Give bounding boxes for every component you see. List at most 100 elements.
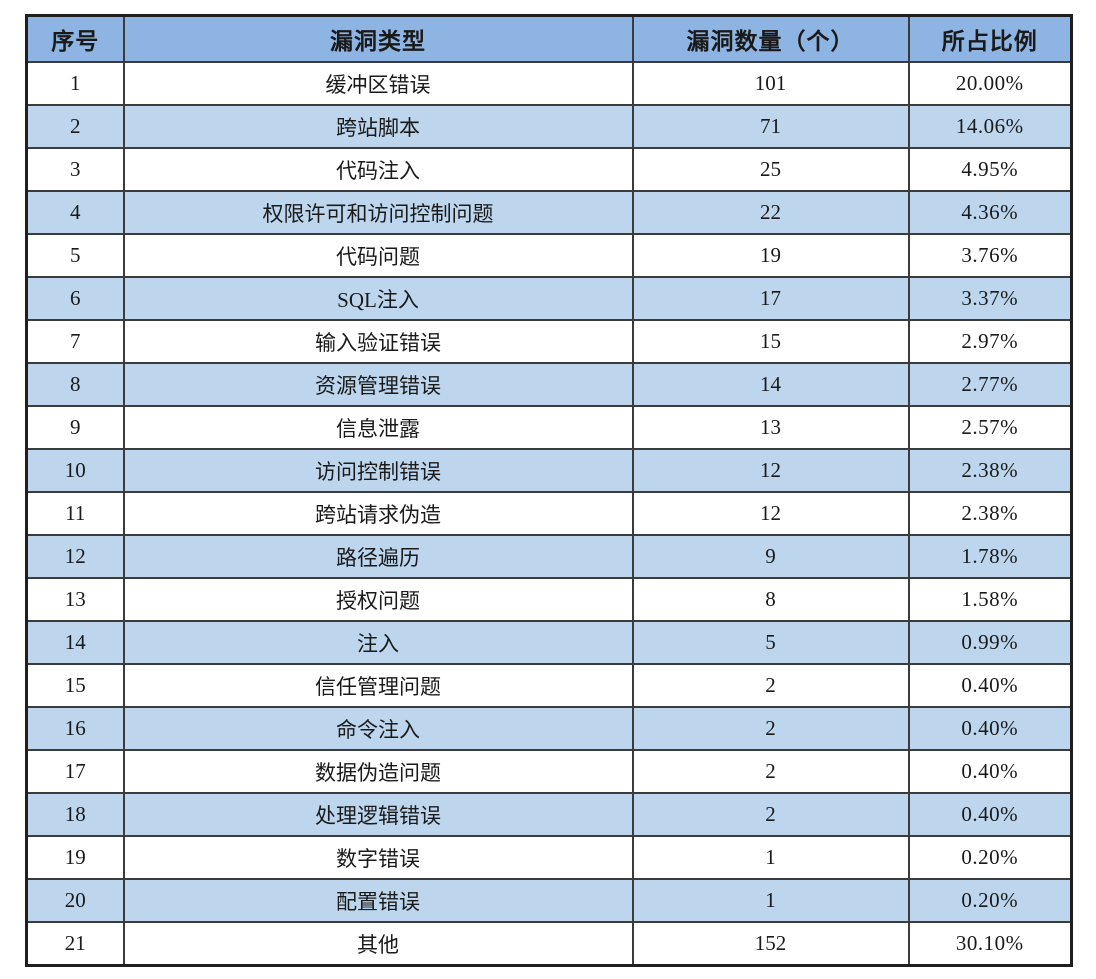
- cell-type: 跨站脚本: [122, 104, 634, 149]
- cell-count: 8: [631, 577, 910, 622]
- cell-percent: 2.97%: [907, 319, 1073, 364]
- column-header-percent: 所占比例: [907, 14, 1073, 63]
- cell-count: 19: [631, 233, 910, 278]
- cell-index: 8: [25, 362, 125, 407]
- cell-index: 17: [25, 749, 125, 794]
- cell-index: 18: [25, 792, 125, 837]
- cell-percent: 14.06%: [907, 104, 1073, 149]
- cell-count: 2: [631, 663, 910, 708]
- cell-count: 22: [631, 190, 910, 235]
- cell-percent: 4.36%: [907, 190, 1073, 235]
- cell-count: 13: [631, 405, 910, 450]
- cell-percent: 1.78%: [907, 534, 1073, 579]
- cell-type: 缓冲区错误: [122, 61, 634, 106]
- cell-index: 13: [25, 577, 125, 622]
- cell-index: 2: [25, 104, 125, 149]
- table-row: 11 跨站请求伪造 12 2.38%: [25, 491, 1073, 536]
- cell-index: 15: [25, 663, 125, 708]
- vulnerability-table: 序号 漏洞类型 漏洞数量（个） 所占比例 1 缓冲区错误 101 20.00% 2 跨站脚…: [25, 14, 1073, 967]
- cell-index: 3: [25, 147, 125, 192]
- cell-type: 资源管理错误: [122, 362, 634, 407]
- cell-percent: 3.37%: [907, 276, 1073, 321]
- cell-count: 71: [631, 104, 910, 149]
- table-row: 1 缓冲区错误 101 20.00%: [25, 61, 1073, 106]
- table-row: 10 访问控制错误 12 2.38%: [25, 448, 1073, 493]
- cell-percent: 4.95%: [907, 147, 1073, 192]
- table-row: 9 信息泄露 13 2.57%: [25, 405, 1073, 450]
- cell-count: 152: [631, 921, 910, 967]
- cell-type: 权限许可和访问控制问题: [122, 190, 634, 235]
- cell-type: 跨站请求伪造: [122, 491, 634, 536]
- cell-count: 2: [631, 792, 910, 837]
- cell-type: 数字错误: [122, 835, 634, 880]
- cell-type: 信息泄露: [122, 405, 634, 450]
- cell-type: 配置错误: [122, 878, 634, 923]
- table-row: 5 代码问题 19 3.76%: [25, 233, 1073, 278]
- table-row: 19 数字错误 1 0.20%: [25, 835, 1073, 880]
- cell-percent: 2.38%: [907, 491, 1073, 536]
- table-body: 1 缓冲区错误 101 20.00% 2 跨站脚本 71 14.06% 3 代码注入 25 4.95%…: [25, 61, 1073, 967]
- cell-index: 16: [25, 706, 125, 751]
- cell-type: 命令注入: [122, 706, 634, 751]
- column-header-count: 漏洞数量（个）: [631, 14, 910, 63]
- column-header-type: 漏洞类型: [122, 14, 634, 63]
- cell-index: 9: [25, 405, 125, 450]
- cell-index: 1: [25, 61, 125, 106]
- table-row: 4 权限许可和访问控制问题 22 4.36%: [25, 190, 1073, 235]
- cell-percent: 2.57%: [907, 405, 1073, 450]
- cell-type: 授权问题: [122, 577, 634, 622]
- cell-type: 处理逻辑错误: [122, 792, 634, 837]
- cell-type: 注入: [122, 620, 634, 665]
- cell-count: 9: [631, 534, 910, 579]
- table-row: 14 注入 5 0.99%: [25, 620, 1073, 665]
- cell-count: 15: [631, 319, 910, 364]
- cell-type: 输入验证错误: [122, 319, 634, 364]
- cell-count: 2: [631, 706, 910, 751]
- cell-index: 11: [25, 491, 125, 536]
- cell-index: 21: [25, 921, 125, 967]
- cell-count: 12: [631, 448, 910, 493]
- cell-percent: 20.00%: [907, 61, 1073, 106]
- table-row: 16 命令注入 2 0.40%: [25, 706, 1073, 751]
- cell-index: 10: [25, 448, 125, 493]
- table-row: 18 处理逻辑错误 2 0.40%: [25, 792, 1073, 837]
- cell-index: 7: [25, 319, 125, 364]
- cell-percent: 3.76%: [907, 233, 1073, 278]
- table-row: 8 资源管理错误 14 2.77%: [25, 362, 1073, 407]
- cell-count: 1: [631, 835, 910, 880]
- header-row: 序号 漏洞类型 漏洞数量（个） 所占比例: [25, 14, 1073, 63]
- cell-percent: 0.99%: [907, 620, 1073, 665]
- table-row: 20 配置错误 1 0.20%: [25, 878, 1073, 923]
- cell-index: 4: [25, 190, 125, 235]
- cell-index: 20: [25, 878, 125, 923]
- table-row: 13 授权问题 8 1.58%: [25, 577, 1073, 622]
- cell-count: 101: [631, 61, 910, 106]
- cell-count: 25: [631, 147, 910, 192]
- cell-percent: 0.40%: [907, 749, 1073, 794]
- cell-type: 数据伪造问题: [122, 749, 634, 794]
- table-row: 12 路径遍历 9 1.78%: [25, 534, 1073, 579]
- cell-percent: 0.20%: [907, 835, 1073, 880]
- cell-percent: 0.40%: [907, 706, 1073, 751]
- cell-type: 访问控制错误: [122, 448, 634, 493]
- cell-percent: 0.40%: [907, 663, 1073, 708]
- cell-index: 6: [25, 276, 125, 321]
- cell-index: 19: [25, 835, 125, 880]
- table-row: 17 数据伪造问题 2 0.40%: [25, 749, 1073, 794]
- cell-percent: 0.40%: [907, 792, 1073, 837]
- cell-percent: 2.38%: [907, 448, 1073, 493]
- cell-type: 代码注入: [122, 147, 634, 192]
- cell-index: 12: [25, 534, 125, 579]
- table-row: 21 其他 152 30.10%: [25, 921, 1073, 967]
- cell-percent: 30.10%: [907, 921, 1073, 967]
- table-row: 3 代码注入 25 4.95%: [25, 147, 1073, 192]
- cell-count: 17: [631, 276, 910, 321]
- cell-index: 5: [25, 233, 125, 278]
- cell-count: 12: [631, 491, 910, 536]
- column-header-index: 序号: [25, 14, 125, 63]
- cell-type: 信任管理问题: [122, 663, 634, 708]
- table-row: 15 信任管理问题 2 0.40%: [25, 663, 1073, 708]
- cell-type: 路径遍历: [122, 534, 634, 579]
- cell-count: 14: [631, 362, 910, 407]
